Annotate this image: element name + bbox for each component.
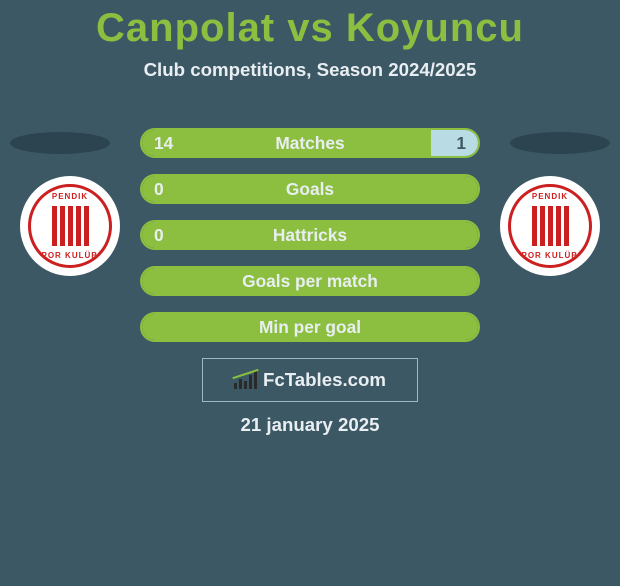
left-club-badge: PENDIK SPOR KULÜBÜ	[20, 176, 120, 276]
bar-label: Goals per match	[142, 271, 478, 292]
page-title: Canpolat vs Koyuncu	[0, 6, 620, 51]
bar-row-min-per-goal: Min per goal	[140, 312, 480, 342]
right-club-name-top: PENDIK	[532, 192, 568, 201]
right-club-name-bottom: SPOR KULÜBÜ	[515, 251, 585, 260]
bar-label: Min per goal	[142, 317, 478, 338]
right-club-badge: PENDIK SPOR KULÜBÜ	[500, 176, 600, 276]
subtitle: Club competitions, Season 2024/2025	[0, 59, 620, 81]
brand-box: FcTables.com	[202, 358, 418, 402]
bar-row-goals: 0 Goals	[140, 174, 480, 204]
bar-label: Matches	[142, 133, 478, 154]
bar-row-matches: 14 Matches 1	[140, 128, 480, 158]
right-player-shadow	[510, 132, 610, 154]
stat-bars: 14 Matches 1 0 Goals 0 Hattricks Goals p…	[140, 128, 480, 358]
bar-row-goals-per-match: Goals per match	[140, 266, 480, 296]
badge-stripes-icon	[46, 206, 94, 246]
bar-row-hattricks: 0 Hattricks	[140, 220, 480, 250]
date-text: 21 january 2025	[0, 414, 620, 436]
bar-label: Hattricks	[142, 225, 478, 246]
left-player-shadow	[10, 132, 110, 154]
bar-label: Goals	[142, 179, 478, 200]
left-club-name-top: PENDIK	[52, 192, 88, 201]
bar-value-right: 1	[456, 133, 466, 154]
left-club-name-bottom: SPOR KULÜBÜ	[35, 251, 105, 260]
brand-chart-icon	[234, 371, 257, 389]
brand-text: FcTables.com	[263, 369, 386, 391]
badge-stripes-icon	[526, 206, 574, 246]
